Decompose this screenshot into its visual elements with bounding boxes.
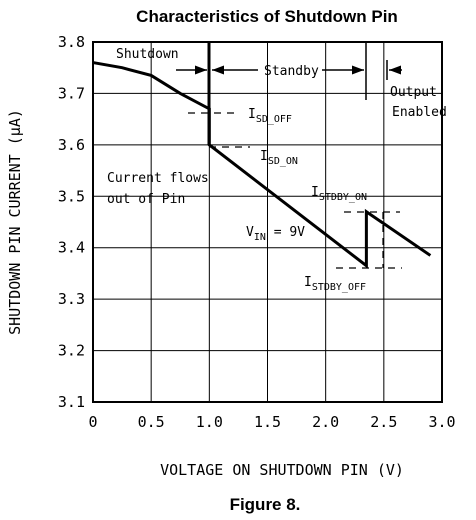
y-tick-label: 3.4 (58, 239, 85, 257)
x-tick-label: 0 (88, 413, 97, 431)
annotation-main: I (248, 107, 256, 122)
annotation: out of Pin (107, 192, 185, 207)
annotation-main: I (311, 185, 319, 200)
chart-title: Characteristics of Shutdown Pin (136, 7, 398, 26)
y-tick-label: 3.5 (58, 187, 85, 205)
annotation: Shutdown (116, 47, 179, 62)
annotation: Enabled (392, 105, 447, 120)
x-tick-label: 2.0 (312, 413, 339, 431)
y-tick-label: 3.8 (58, 33, 85, 51)
annotation-main: I (260, 149, 268, 164)
x-tick-label: 2.5 (370, 413, 397, 431)
y-tick-label: 3.7 (58, 84, 85, 102)
annotation: ISTDBY_ON (311, 185, 367, 203)
x-tick-label: 0.5 (138, 413, 165, 431)
annotation: ISD_ON (260, 149, 298, 167)
y-axis-label: SHUTDOWN PIN CURRENT (μA) (6, 109, 24, 335)
annotation: Output (390, 85, 437, 100)
annotation: ISD_OFF (248, 107, 292, 125)
annotation-sub: SD_ON (268, 156, 298, 167)
y-tick-label: 3.6 (58, 136, 85, 154)
y-tick-label: 3.2 (58, 342, 85, 360)
y-tick-label: 3.1 (58, 393, 85, 411)
annotation-sub: SD_OFF (256, 114, 292, 125)
x-tick-label: 3.0 (428, 413, 455, 431)
caption: Figure 8. (230, 495, 301, 514)
plot-frame (92, 41, 443, 403)
x-tick-label: 1.5 (254, 413, 281, 431)
y-tick-label: 3.3 (58, 290, 85, 308)
plot: 3.1 3.2 3.3 3.4 3.5 3.6 3.7 3.8 0 0.5 1.0 1.5 2.0 2.5… (58, 33, 456, 431)
annotation-main: V (246, 225, 254, 240)
x-axis-label: VOLTAGE ON SHUTDOWN PIN (V) (160, 461, 404, 479)
annotation: ISTDBY_OFF (304, 275, 366, 293)
annotation: Standby (264, 64, 319, 79)
annotation: Current flows (107, 171, 209, 186)
annotation-sub: IN (254, 232, 266, 243)
annotation-rest: = 9V (266, 225, 305, 240)
annotation-main: I (304, 275, 312, 290)
annotation: VIN = 9V (246, 225, 305, 243)
annotation-sub: STDBY_ON (319, 192, 367, 203)
x-tick-label: 1.0 (196, 413, 223, 431)
annotation-sub: STDBY_OFF (312, 282, 366, 293)
